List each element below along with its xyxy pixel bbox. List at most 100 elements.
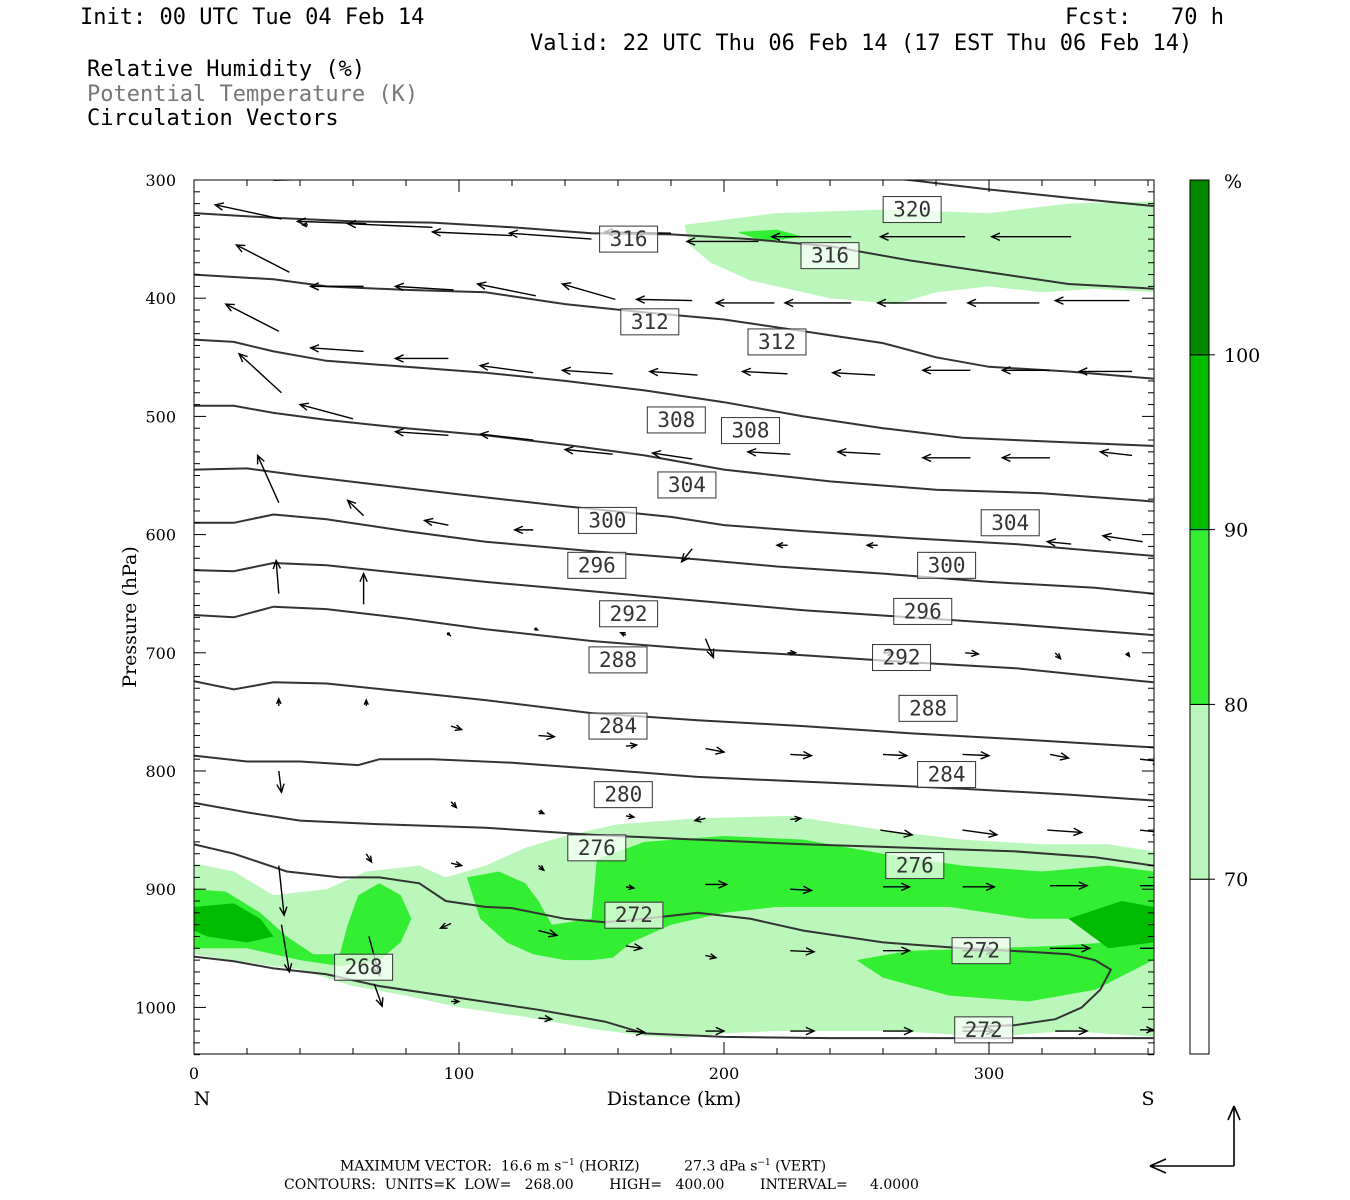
contour-label-308-6: 308 (721, 417, 780, 445)
field-theta-label: Potential Temperature (K) (87, 82, 419, 107)
svg-text:320: 320 (893, 198, 931, 222)
vector-102 (790, 947, 816, 956)
vector-56 (534, 627, 539, 631)
contour-label-272-23: 272 (951, 937, 1011, 965)
vector-16 (634, 295, 693, 304)
vector-58 (704, 638, 715, 660)
colorbar-unit: % (1224, 171, 1242, 193)
colorbar-level-80: 80 (1224, 694, 1248, 716)
vector-50 (865, 541, 878, 549)
theta-contour-308 (194, 338, 1154, 447)
axes: 0 100 200 300 300 400 500 600 700 800 900 1000 (135, 171, 1154, 1083)
vector-31 (1000, 365, 1050, 375)
y-tick-300: 300 (145, 171, 176, 190)
svg-text:292: 292 (883, 646, 921, 670)
svg-text:288: 288 (909, 696, 947, 720)
vector-54 (359, 571, 368, 605)
vector-67 (538, 732, 557, 741)
svg-text:272: 272 (965, 1018, 1003, 1042)
svg-text:288: 288 (599, 648, 637, 672)
svg-text:300: 300 (928, 553, 966, 577)
vector-0 (213, 202, 282, 220)
vector-29 (830, 368, 876, 378)
rh-region-4 (1068, 901, 1154, 949)
vector-36 (478, 430, 534, 441)
vector-100 (625, 943, 644, 952)
theta-contour-276 (194, 801, 1154, 867)
vector-65 (363, 698, 369, 706)
svg-text:276: 276 (896, 854, 934, 878)
contours-note: CONTOURS: UNITS=K LOW= 268.00 HIGH= 400.… (284, 1177, 919, 1193)
vector-111 (705, 1026, 726, 1036)
vector-74 (1139, 756, 1154, 765)
vector-79 (693, 816, 706, 823)
vector-73 (1049, 752, 1071, 761)
contour-labels: 320 316 316 312 312 308 308 304 304 300 300 296 296 2… (334, 196, 1040, 1044)
contour-label-312-3: 312 (620, 308, 680, 336)
contour-label-292-14: 292 (872, 644, 932, 672)
vector-19 (875, 298, 947, 308)
vector-34 (298, 402, 354, 420)
svg-text:292: 292 (610, 602, 648, 626)
y-tick-800: 800 (145, 762, 176, 781)
vector-26 (560, 366, 613, 376)
vector-71 (882, 750, 909, 760)
vector-7 (685, 237, 759, 246)
contour-label-268-25: 268 (334, 953, 394, 981)
vector-11 (234, 244, 290, 273)
init-time: Init: 00 UTC Tue 04 Feb 14 (80, 5, 425, 30)
vector-75 (276, 770, 285, 794)
vector-37 (563, 445, 613, 455)
colorbar-swatch-2 (1189, 529, 1210, 705)
theta-contour-268 (194, 955, 1154, 1040)
vector-15 (560, 282, 616, 301)
y-axis-title: Pressure (hPa) (119, 546, 141, 688)
vector-83 (1047, 827, 1084, 837)
vector-94 (1049, 881, 1089, 890)
svg-text:308: 308 (732, 419, 770, 443)
svg-text:272: 272 (615, 903, 653, 927)
x-tick-100: 100 (444, 1064, 475, 1083)
vector-86 (365, 853, 373, 864)
field-vectors-label: Circulation Vectors (87, 106, 339, 131)
contour-label-320-0: 320 (882, 196, 942, 224)
max-vector-exp-vert: −1 (757, 1158, 771, 1168)
vector-8 (769, 232, 852, 242)
contour-label-304-8: 304 (980, 509, 1040, 537)
colorbar-swatch-1 (1189, 703, 1210, 880)
vector-69 (705, 746, 726, 755)
vector-46 (422, 517, 449, 527)
vector-95 (1140, 884, 1154, 887)
colorbar-level-70: 70 (1224, 869, 1248, 891)
vector-33 (237, 352, 282, 394)
contour-label-300-10: 300 (917, 551, 977, 579)
contour-label-284-17: 284 (588, 712, 648, 740)
theta-contour-280 (194, 754, 1154, 802)
vector-40 (836, 447, 881, 457)
reference-vector-arrows (1149, 1105, 1241, 1174)
contour-label-288-15: 288 (588, 646, 648, 674)
vector-44 (256, 453, 280, 503)
vector-25 (478, 362, 534, 374)
contour-label-272-22: 272 (604, 901, 664, 929)
vector-48 (680, 548, 693, 564)
rh-region-6 (737, 229, 804, 242)
vector-66 (450, 724, 464, 731)
contour-label-276-20: 276 (567, 834, 627, 862)
x-tick-200: 200 (709, 1064, 740, 1083)
contour-label-312-4: 312 (747, 328, 807, 356)
vector-3 (345, 219, 433, 229)
svg-text:316: 316 (610, 227, 648, 251)
contour-label-280-19: 280 (593, 781, 653, 809)
svg-text:296: 296 (578, 553, 616, 577)
contour-label-292-13: 292 (599, 600, 659, 628)
colorbar-swatch-0 (1189, 878, 1210, 1055)
colorbar-level-90: 90 (1224, 520, 1248, 542)
contour-label-272-24: 272 (954, 1016, 1014, 1044)
vector-39 (746, 447, 791, 457)
vector-112 (790, 1026, 816, 1036)
vector-96 (280, 924, 293, 974)
max-vector-exp-horiz: −1 (561, 1158, 575, 1168)
vector-85 (278, 865, 288, 917)
